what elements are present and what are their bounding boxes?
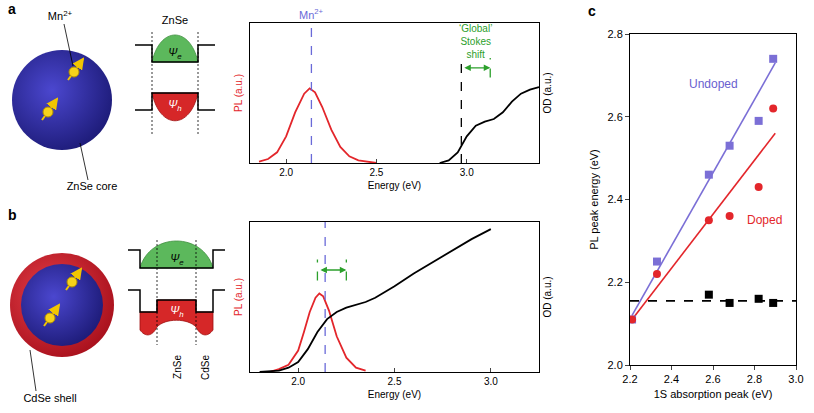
svg-text:CdSe: CdSe	[200, 355, 211, 380]
svg-text:2.8: 2.8	[608, 28, 623, 40]
svg-text:2.2: 2.2	[608, 276, 623, 288]
svg-text:‘Global’Stokesshift: ‘Global’Stokesshift	[459, 23, 492, 60]
svg-text:Ψh: Ψh	[168, 98, 182, 113]
svg-text:Mn​2+​: Mn​2+​	[299, 7, 324, 21]
svg-text:2.8: 2.8	[747, 373, 762, 385]
svg-text:Energy (eV): Energy (eV)	[368, 180, 421, 191]
svg-text:1S absorption peak (eV): 1S absorption peak (eV)	[654, 388, 773, 400]
svg-text:PL (a.u.): PL (a.u.)	[233, 74, 244, 112]
svg-text:b: b	[8, 207, 17, 223]
svg-text:2.0: 2.0	[608, 359, 623, 371]
svg-text:PL peak energy (eV): PL peak energy (eV)	[588, 149, 600, 249]
svg-text:ZnSe: ZnSe	[162, 14, 188, 26]
svg-text:c: c	[588, 3, 596, 19]
svg-text:2.6: 2.6	[608, 111, 623, 123]
svg-text:2.6: 2.6	[705, 373, 720, 385]
svg-text:OD (a.u.): OD (a.u.)	[542, 72, 553, 113]
svg-text:2.5: 2.5	[388, 376, 402, 387]
svg-text:ZnSe core: ZnSe core	[67, 180, 118, 192]
svg-text:Ψe: Ψe	[170, 252, 184, 267]
svg-text:CdSe shell: CdSe shell	[23, 392, 76, 404]
svg-text:3.0: 3.0	[484, 376, 498, 387]
svg-text:a: a	[8, 1, 16, 17]
svg-text:Mn2+: Mn2+	[48, 9, 73, 22]
svg-text:2.2: 2.2	[622, 373, 637, 385]
svg-text:Undoped: Undoped	[689, 77, 738, 91]
svg-text:Energy (eV): Energy (eV)	[368, 389, 421, 400]
svg-text:PL (a.u.): PL (a.u.)	[233, 278, 244, 316]
svg-text:Ψh: Ψh	[170, 304, 184, 319]
svg-text:Ψe: Ψe	[168, 46, 182, 61]
svg-text:OD (a.u.): OD (a.u.)	[542, 276, 553, 317]
svg-text:ZnSe: ZnSe	[172, 355, 183, 379]
svg-text:2.0: 2.0	[279, 167, 293, 178]
svg-text:3.0: 3.0	[460, 167, 474, 178]
svg-text:3.0: 3.0	[788, 373, 803, 385]
svg-text:2.4: 2.4	[608, 193, 623, 205]
svg-text:Doped: Doped	[747, 213, 782, 227]
svg-text:2.5: 2.5	[369, 167, 383, 178]
svg-text:2.0: 2.0	[291, 376, 305, 387]
svg-text:2.4: 2.4	[664, 373, 679, 385]
